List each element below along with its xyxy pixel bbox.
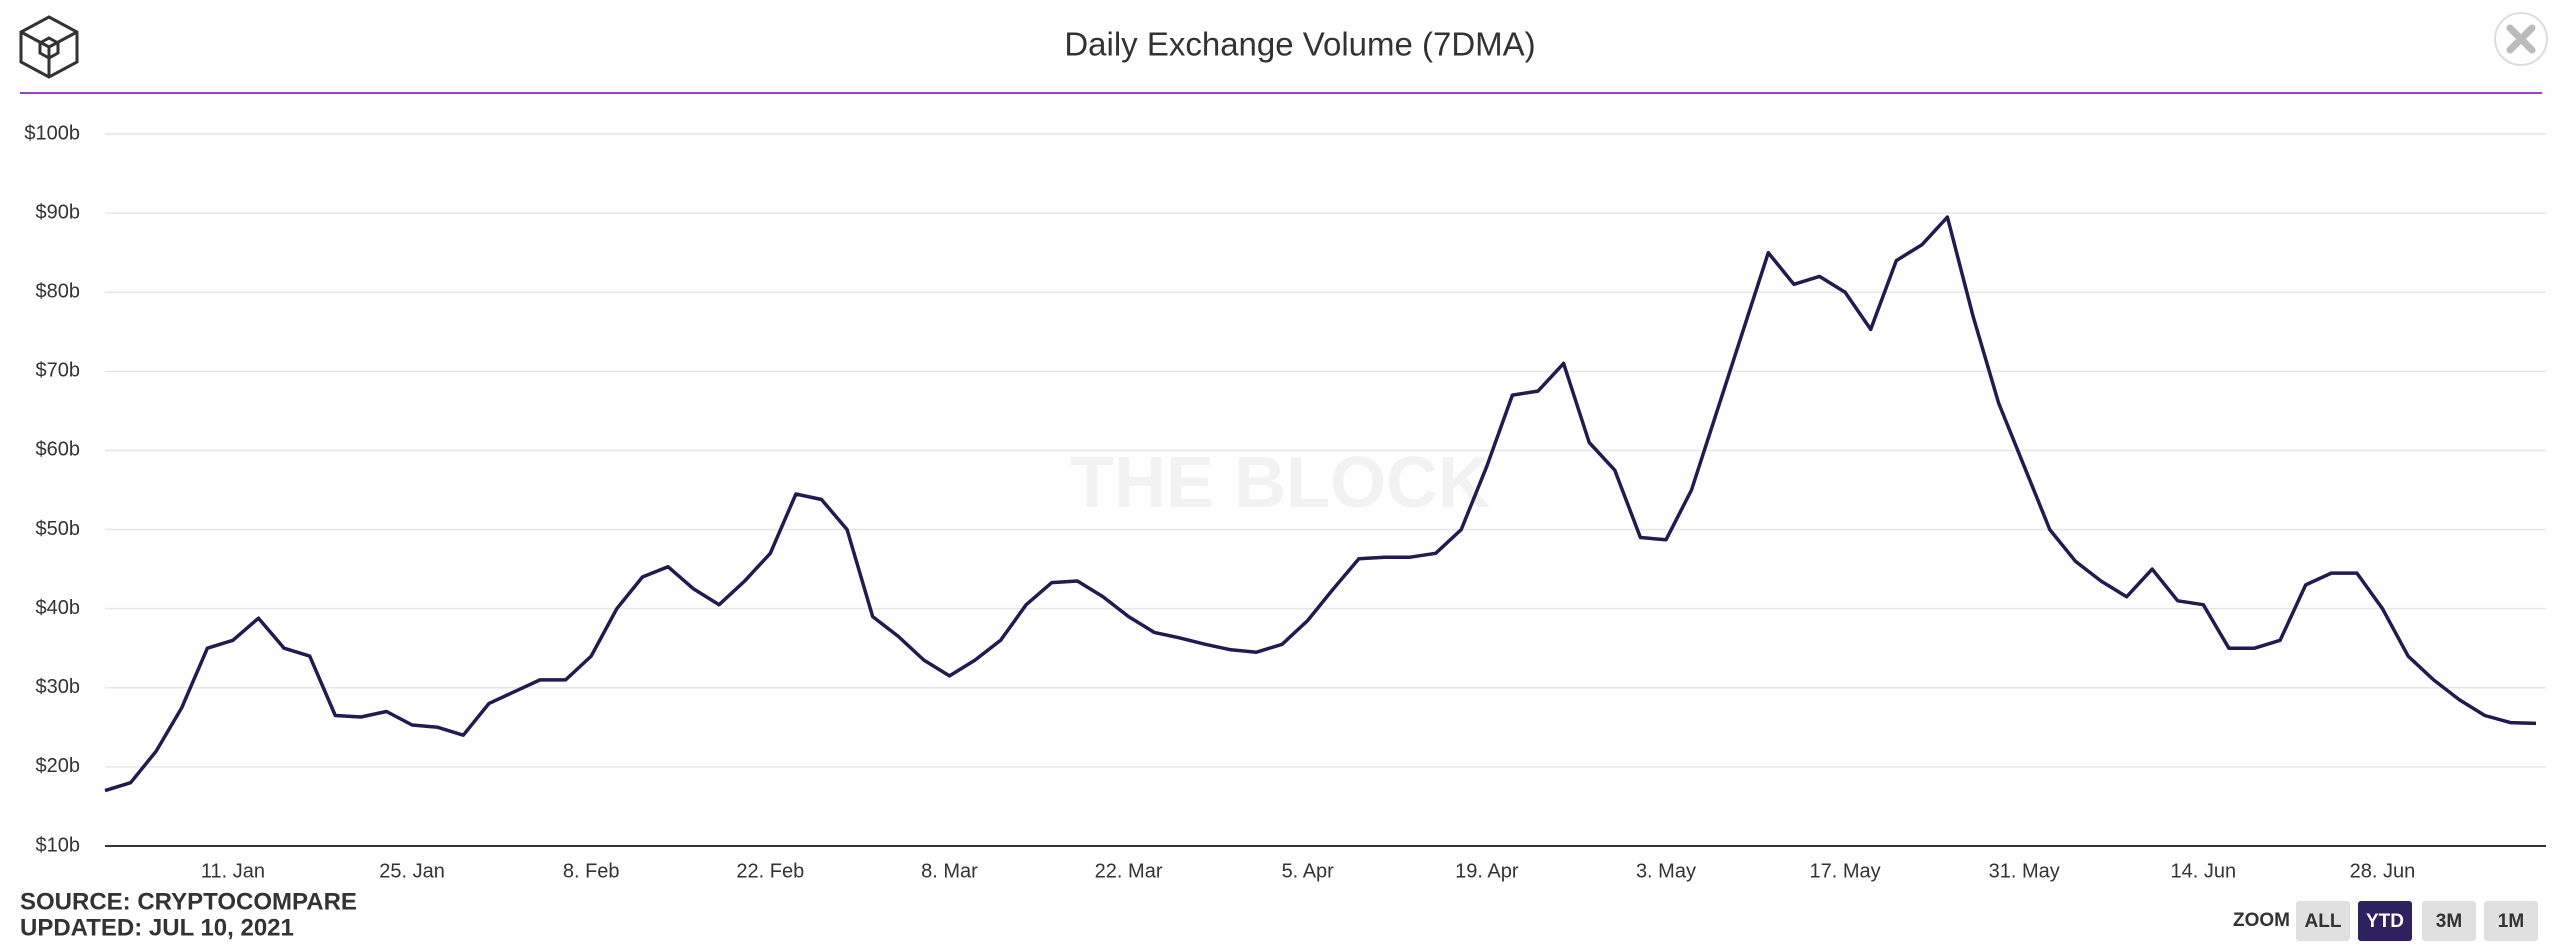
zoom-button[interactable]: ALL [2296,901,2350,941]
zoom-button-label: YTD [2366,911,2404,932]
x-tick-label: 31. May [1989,860,2060,882]
data-line [104,215,2537,793]
y-tick-label: $80b [36,281,81,303]
source: SOURCE: CRYPTOCOMPARE [20,888,357,915]
x-tick-label: 19. Apr [1455,860,1519,882]
y-tick-label: $60b [36,439,81,461]
zoom-button-label: ALL [2305,911,2342,932]
y-tick-label: $10b [36,834,81,856]
chart-title: Daily Exchange Volume (7DMA) [1064,26,1535,63]
zoom-button-bg [2484,901,2538,941]
zoom-button[interactable]: 3M [2422,901,2476,941]
x-tick-label: 8. Feb [563,860,620,882]
zoom-button-bg [2358,901,2412,941]
logo [19,15,79,79]
x-tick-label: 28. Jun [2350,860,2416,882]
x-tick-label: 8. Mar [921,860,978,882]
y-tick-label: $40b [36,597,81,619]
x-tick-label: 3. May [1636,860,1696,882]
y-tick-label: $90b [36,201,81,223]
zoom-button[interactable]: YTD [2358,901,2412,941]
x-tick-label: 22. Feb [736,860,804,882]
y-tick-label: $100b [24,122,80,144]
zoom-button-bg [2296,901,2350,941]
x-tick-label: 22. Mar [1095,860,1163,882]
y-tick-label: $70b [36,360,81,382]
y-tick-label: $30b [36,676,81,698]
y-tick-label: $20b [36,755,81,777]
y-tick-label: $50b [36,518,81,540]
zoom-button[interactable]: 1M [2484,901,2538,941]
x-tick-label: 5. Apr [1282,860,1335,882]
updated: UPDATED: JUL 10, 2021 [20,914,294,941]
zoom-button-label: 3M [2436,911,2462,932]
zoom-button-label: 1M [2498,911,2524,932]
watermark: THE BLOCK [1070,443,1490,523]
x-tick-label: 14. Jun [2171,860,2237,882]
x-tick-label: 25. Jan [379,860,445,882]
close-button[interactable] [2494,12,2548,66]
zoom-label: ZOOM [2233,910,2290,931]
x-tick-label: 11. Jan [201,860,265,882]
zoom-button-bg [2422,901,2476,941]
x-tick-label: 17. May [1810,860,1881,882]
